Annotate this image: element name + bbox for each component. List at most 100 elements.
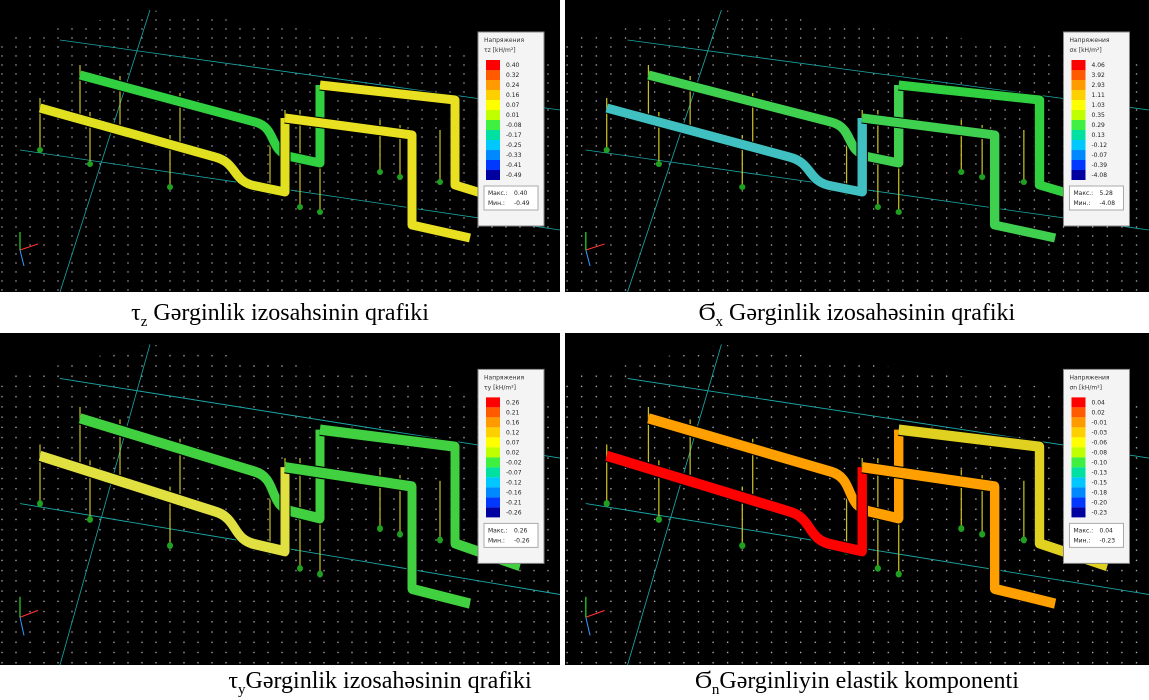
support-foot: [604, 147, 610, 153]
legend-swatch: [486, 507, 500, 517]
legend-value: 2.93: [1091, 82, 1105, 89]
scene: Напряжения σx [kH/m²] 4.06 3.92 2.93 1.11 1.03…: [565, 0, 1149, 292]
legend-swatch: [1071, 170, 1085, 180]
legend-swatch: [1071, 70, 1085, 80]
legend-value: 0.04: [1091, 399, 1105, 406]
legend-swatch: [486, 120, 500, 130]
support-foot: [656, 516, 662, 523]
support-foot: [875, 565, 881, 572]
legend-swatch: [486, 150, 500, 160]
legend-value: -0.21: [506, 499, 522, 506]
legend-unit: σx [kH/m²]: [1069, 47, 1101, 54]
min-label: Мин.:: [488, 537, 505, 544]
legend-value: -0.07: [506, 469, 522, 476]
legend-value: 0.13: [1091, 132, 1105, 139]
legend-value: 0.21: [506, 409, 520, 416]
min-label: Мин.:: [1073, 537, 1090, 544]
legend-value: 0.07: [506, 102, 520, 109]
legend-swatch: [1071, 507, 1085, 517]
legend-value: 0.16: [506, 92, 520, 99]
legend-swatch: [1071, 90, 1085, 100]
legend-value: 0.35: [1091, 112, 1105, 119]
legend-swatch: [1071, 140, 1085, 150]
legend-swatch: [486, 60, 500, 70]
legend-value: -0.08: [506, 122, 522, 129]
panel: Напряжения σx [kH/m²] 4.06 3.92 2.93 1.11 1.03…: [565, 0, 1149, 292]
caption-symbol: Ϭ: [699, 300, 716, 326]
support-foot: [377, 169, 383, 175]
max-label: Макс.:: [1073, 527, 1093, 534]
legend-swatch: [486, 397, 500, 407]
legend-swatch: [486, 70, 500, 80]
support-foot: [896, 209, 902, 215]
caption-symbol: τ: [131, 300, 141, 326]
legend-value: -0.23: [1091, 509, 1107, 516]
support-foot: [1021, 537, 1027, 544]
legend-swatch: [1071, 487, 1085, 497]
legend-swatch: [1071, 407, 1085, 417]
legend-value: -0.49: [506, 172, 522, 179]
legend-swatch: [1071, 150, 1085, 160]
legend-value: 0.12: [506, 429, 520, 436]
legend-swatch: [1071, 447, 1085, 457]
legend-value: 4.06: [1091, 62, 1105, 69]
legend-value: 0.24: [506, 82, 520, 89]
support-foot: [958, 169, 964, 175]
min-value: -4.08: [1099, 200, 1115, 207]
legend-value: 0.07: [506, 439, 520, 446]
legend: Напряженияτz [kH/m²]0.400.320.240.160.07…: [478, 32, 544, 226]
legend-swatch: [486, 467, 500, 477]
legend-value: 1.03: [1091, 102, 1105, 109]
legend-value: 1.11: [1091, 92, 1105, 99]
legend-swatch: [486, 130, 500, 140]
legend-swatch: [486, 407, 500, 417]
support-foot: [739, 542, 745, 549]
legend-value: -0.08: [1091, 449, 1107, 456]
support-foot: [437, 537, 443, 544]
caption-symbol: Ϭ: [695, 668, 712, 694]
caption-text: Gərginlik izosahsinin qrafiki: [147, 300, 429, 326]
legend-swatch: [1071, 427, 1085, 437]
legend-value: -0.15: [1091, 479, 1107, 486]
support-foot: [377, 525, 383, 532]
legend-value: -0.20: [1091, 499, 1107, 506]
caption-text: Gərginlik izosahəsinin qrafiki: [723, 300, 1015, 326]
legend-title: Напряжения: [1069, 37, 1109, 44]
legend-value: 0.29: [1091, 122, 1105, 129]
support-foot: [87, 161, 93, 167]
legend-swatch: [486, 437, 500, 447]
max-value: 0.40: [514, 190, 528, 197]
legend: Напряжения σx [kH/m²] 4.06 3.92 2.93 1.11 1.03…: [1063, 32, 1129, 226]
legend-title: Напряжения: [484, 37, 524, 44]
legend-swatch: [1071, 457, 1085, 467]
legend-value: -0.39: [1091, 162, 1107, 169]
legend-swatch: [1071, 437, 1085, 447]
legend-swatch: [1071, 100, 1085, 110]
legend-swatch: [1071, 60, 1085, 70]
support-foot: [656, 161, 662, 167]
legend-swatch: [486, 100, 500, 110]
legend-value: -0.25: [506, 142, 522, 149]
legend-value: -0.33: [506, 152, 522, 159]
legend-swatch: [1071, 130, 1085, 140]
support-foot: [979, 531, 985, 538]
legend-value: -0.17: [506, 132, 522, 139]
caption-text: Gərginlik izosahəsinin qrafiki: [245, 668, 531, 694]
min-label: Мин.:: [488, 200, 505, 207]
legend-swatch: [1071, 120, 1085, 130]
legend-swatch: [1071, 417, 1085, 427]
caption: Ϭx Gərginlik izosahəsinin qrafiki: [565, 300, 1149, 331]
caption: τz Gərginlik izosahsinin qrafiki: [0, 300, 560, 331]
legend-swatch: [486, 140, 500, 150]
legend-value: 0.26: [506, 399, 520, 406]
legend-swatch: [1071, 80, 1085, 90]
legend-value: 3.92: [1091, 72, 1105, 79]
min-value: -0.23: [1099, 537, 1115, 544]
support-foot: [437, 179, 443, 185]
legend-value: 0.32: [506, 72, 520, 79]
support-foot: [958, 525, 964, 532]
legend-value: 0.01: [506, 112, 520, 119]
max-value: 0.26: [514, 527, 528, 534]
